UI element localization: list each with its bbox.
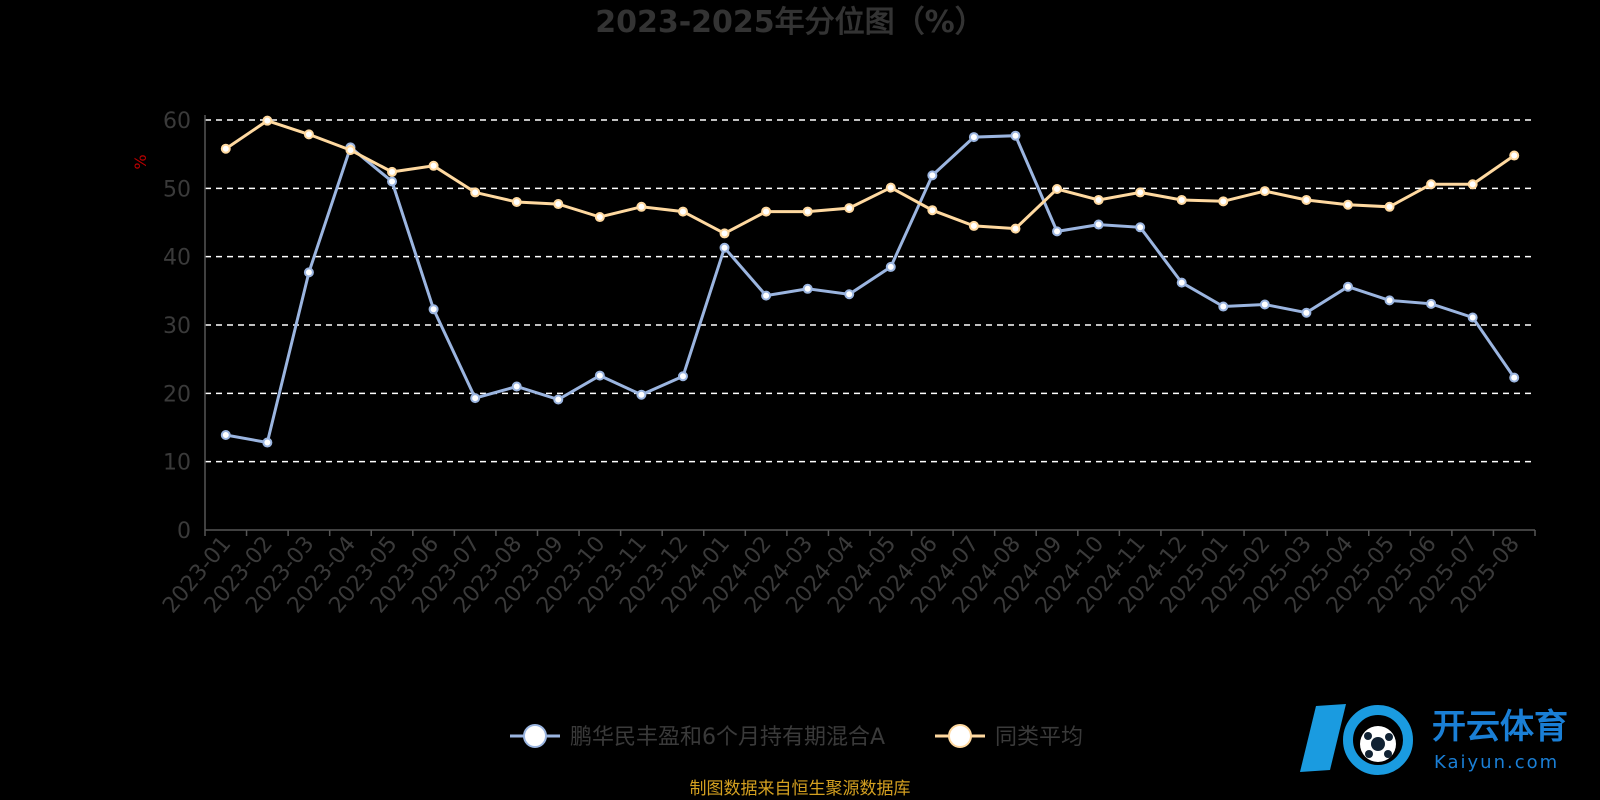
data-point [1135, 187, 1146, 198]
data-point [470, 187, 481, 198]
data-point [719, 242, 730, 253]
y-tick-label: 40 [163, 246, 191, 271]
legend-item-2: 同类平均 [935, 724, 1083, 750]
data-point [387, 176, 398, 187]
data-point [1218, 301, 1229, 312]
y-tick-label: 50 [163, 177, 191, 202]
data-point [1467, 312, 1478, 323]
data-point [636, 389, 647, 400]
data-point [220, 430, 231, 441]
data-point [1342, 199, 1353, 210]
logo-mark [1300, 704, 1413, 775]
data-point [1052, 226, 1063, 237]
data-point [1426, 298, 1437, 309]
series-group [220, 115, 1520, 448]
y-tick-label: 0 [177, 519, 191, 544]
data-point [511, 197, 522, 207]
data-point [1467, 179, 1478, 190]
series-2 [220, 115, 1520, 239]
data-point [927, 205, 938, 216]
data-point [1301, 194, 1312, 205]
legend-marker [523, 724, 547, 748]
y-ticks: 0 10 20 30 40 50 60 [163, 109, 191, 544]
data-point [1010, 130, 1021, 141]
logo: 开云体育 Kaiyun.com [1300, 704, 1568, 775]
chart-title: 2023-2025年分位图（%） [595, 5, 985, 40]
data-point [761, 290, 772, 301]
legend-label: 鹏华民丰盈和6个月持有期混合A [570, 725, 885, 750]
data-point [1509, 372, 1520, 383]
x-ticks: 2023-012023-022023-032023-042023-052023-… [158, 530, 1536, 618]
data-point [885, 182, 896, 193]
data-point [968, 220, 979, 231]
series-line [225, 134, 1516, 445]
data-point [1259, 299, 1270, 310]
y-tick-label: 10 [163, 451, 191, 476]
grid [205, 119, 1535, 463]
data-point [594, 370, 605, 381]
data-point [761, 206, 772, 217]
data-point [553, 199, 564, 210]
data-point [1176, 194, 1187, 205]
axes [204, 115, 1535, 531]
data-point [303, 267, 314, 278]
legend-marker [948, 724, 972, 748]
data-point [1509, 150, 1520, 161]
data-point [1093, 194, 1104, 205]
data-point [1010, 223, 1021, 234]
data-point [470, 393, 481, 404]
data-point [677, 206, 688, 217]
data-point [844, 203, 855, 214]
data-point [844, 289, 855, 300]
data-point [428, 160, 439, 171]
data-point [968, 132, 979, 143]
legend: 鹏华民丰盈和6个月持有期混合A 同类平均 [510, 724, 1083, 750]
data-point [1135, 222, 1146, 233]
data-point [262, 437, 273, 448]
logo-name: 开云体育 [1432, 707, 1568, 747]
logo-sub: Kaiyun.com [1434, 752, 1559, 773]
data-point [677, 371, 688, 382]
data-point [594, 212, 605, 223]
series-line [224, 119, 1516, 236]
data-point [1384, 295, 1395, 306]
data-point [303, 129, 314, 140]
legend-item-1: 鹏华民丰盈和6个月持有期混合A [510, 724, 885, 750]
data-point [262, 115, 273, 126]
data-point [802, 206, 813, 217]
data-point [387, 166, 398, 177]
data-point [927, 170, 938, 181]
data-point [1384, 201, 1395, 212]
data-point [885, 261, 896, 272]
data-point [553, 394, 564, 405]
data-point [511, 381, 522, 392]
data-point [1342, 281, 1353, 292]
y-axis-label: % [131, 154, 150, 169]
data-point [220, 143, 231, 154]
y-tick-label: 20 [163, 382, 191, 407]
data-point [1052, 184, 1063, 195]
data-point [1426, 179, 1437, 190]
data-point [719, 228, 730, 239]
data-point [1218, 196, 1229, 207]
series-1 [220, 130, 1520, 448]
data-point [1176, 277, 1187, 288]
data-point [345, 145, 356, 156]
data-point [1301, 307, 1312, 318]
data-point [636, 201, 647, 212]
y-tick-label: 30 [163, 314, 191, 339]
data-point [802, 283, 813, 294]
data-point [1259, 186, 1270, 197]
legend-label: 同类平均 [995, 725, 1083, 750]
data-point [428, 304, 439, 315]
data-point [1093, 219, 1104, 230]
y-tick-label: 60 [163, 109, 191, 134]
source-note: 制图数据来自恒生聚源数据库 [690, 779, 911, 799]
